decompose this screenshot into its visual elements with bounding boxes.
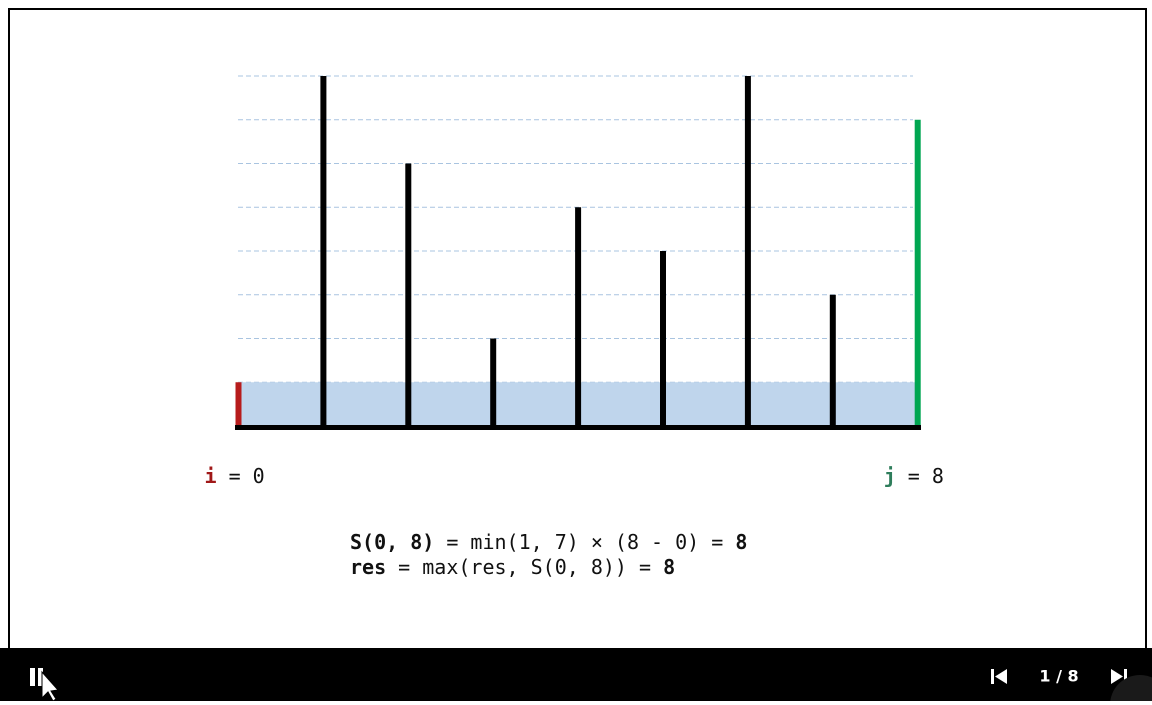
bar [235,382,242,426]
formula-result: 8 [663,555,675,579]
bar [490,338,497,426]
next-button[interactable] [1111,669,1127,684]
bar [914,119,921,426]
formula-expr: = min(1, 7) × (8 - 0) = [446,530,723,554]
pointer-name: i [205,464,217,488]
next-icon [1124,669,1127,684]
progress: 1 / 8 [1039,667,1078,686]
pointer-value: 8 [932,464,944,488]
bar [660,251,666,426]
equals: = [217,464,253,488]
pointer-value: 0 [253,464,265,488]
formula-result: 8 [735,530,747,554]
pointer-name: j [884,464,896,488]
pointer-label: i = 0 [205,464,265,488]
bar [575,207,582,426]
pause-icon [38,668,43,686]
bar [829,294,836,426]
pause-button[interactable] [30,668,43,686]
bar [320,76,327,426]
equals: = [896,464,932,488]
prev-button[interactable] [991,669,1007,684]
formula-line: res = max(res, S(0, 8)) = 8 [350,555,675,579]
visualization: i = 0 j = 8 [205,75,944,488]
baseline [235,425,921,430]
prev-icon [991,669,994,684]
formula-expr: = max(res, S(0, 8)) = [398,555,651,579]
control-bar [0,648,1152,701]
formula-lhs: res [350,555,386,579]
prev-icon [995,669,1007,684]
corner-button[interactable] [1110,675,1152,705]
pointer-label: j = 8 [884,464,944,488]
cursor [41,670,59,702]
bar [405,163,412,426]
next-icon [1111,669,1123,684]
formula-lhs: S(0, 8) [350,530,434,554]
pause-icon [30,668,35,686]
formula-line: S(0, 8) = min(1, 7) × (8 - 0) = 8 [350,530,747,554]
bar [744,76,751,426]
